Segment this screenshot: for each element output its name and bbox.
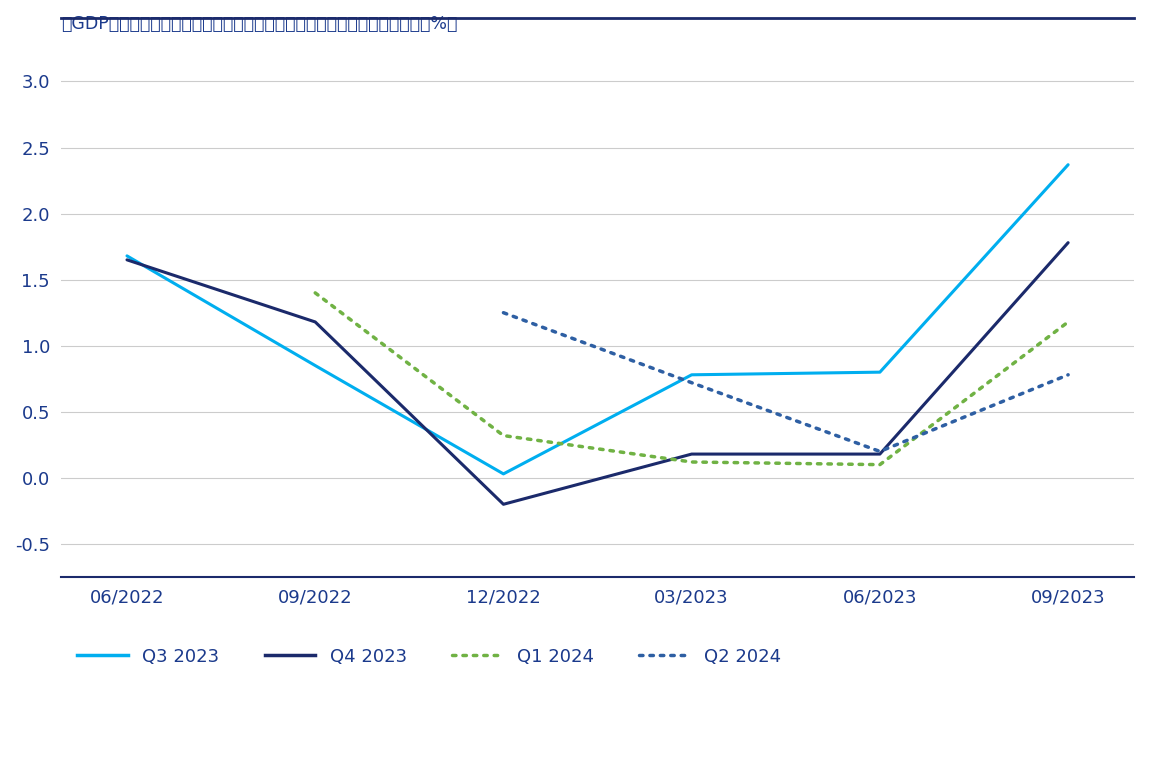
Text: 米GDP成長率のコンセンサス予想（前四半期比、季節調整済み年率換算値、%）: 米GDP成長率のコンセンサス予想（前四半期比、季節調整済み年率換算値、%） — [61, 15, 457, 33]
Legend: Q3 2023, Q4 2023, Q1 2024, Q2 2024: Q3 2023, Q4 2023, Q1 2024, Q2 2024 — [70, 641, 788, 673]
